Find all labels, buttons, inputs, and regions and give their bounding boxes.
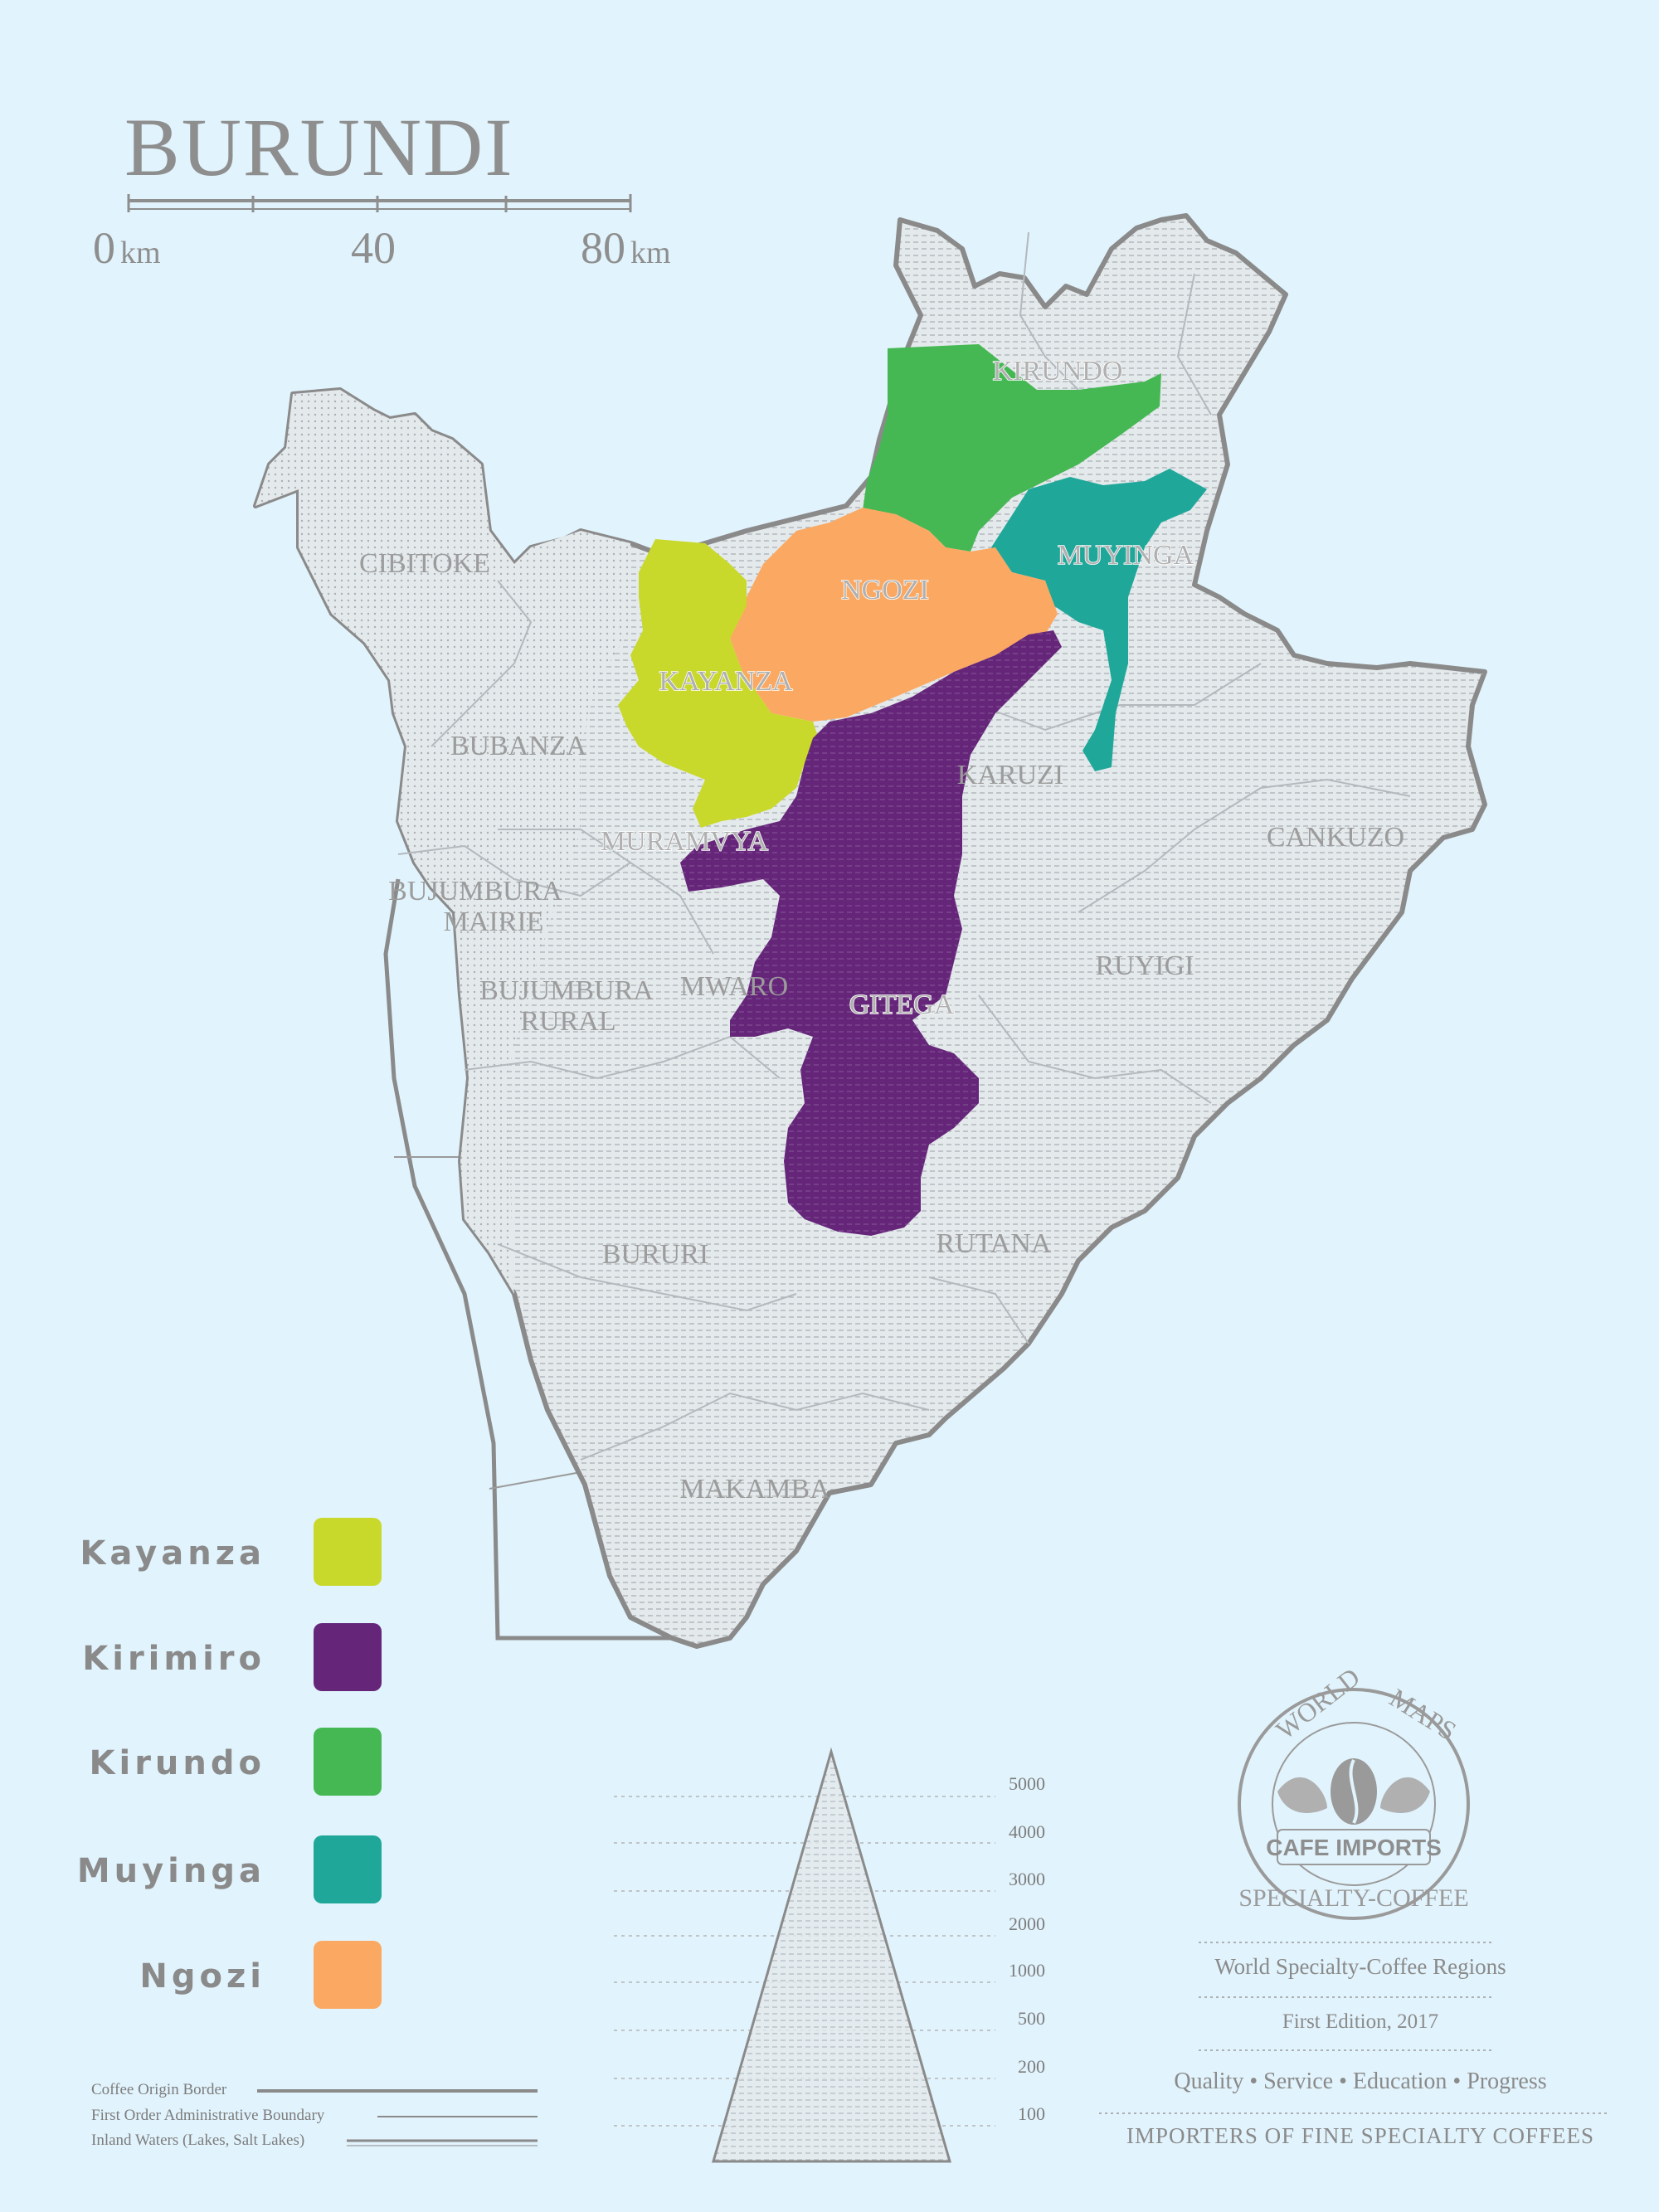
region-muyinga	[991, 469, 1207, 771]
legend-swatch	[314, 1728, 382, 1796]
scale-bar	[127, 194, 632, 212]
label-rutana: RUTANA	[937, 1228, 1052, 1259]
elevation-label: 4000	[1009, 1821, 1045, 1842]
western-lowlands	[255, 390, 630, 1294]
info-dividers	[1099, 1942, 1609, 2114]
label-bujumbura-mairie-1: BUJUMBURA	[388, 876, 562, 907]
admin-boundaries	[397, 231, 1411, 1461]
label-muyinga: MUYINGA	[1058, 540, 1194, 571]
province-labels: CIBITOKE BUBANZA BUJUMBURA MAIRIE BUJUMB…	[359, 548, 1404, 1505]
highlighted-labels: KIRUNDO MUYINGA NGOZI KAYANZA MURAMVYA G…	[600, 355, 1194, 1021]
svg-text:SPECIALTY-COFFEE: SPECIALTY-COFFEE	[1238, 1884, 1468, 1912]
region-ngozi	[730, 508, 1058, 722]
legend-item-ngozi: Ngozi	[83, 1941, 382, 2015]
legend-swatch	[314, 1518, 382, 1586]
key-admin-boundary: First Order Administrative Boundary	[91, 2107, 325, 2124]
map-title: BURUNDI	[124, 101, 514, 193]
info-values: Quality • Service • Education • Progress	[1174, 2069, 1547, 2094]
legend-label: Kayanza	[80, 1534, 265, 1573]
legend-swatch	[314, 1941, 382, 2009]
svg-text:CAFE IMPORTS: CAFE IMPORTS	[1266, 1835, 1442, 1860]
label-cankuzo: CANKUZO	[1267, 822, 1404, 853]
info-tagline: IMPORTERS OF FINE SPECIALTY COFFEES	[1126, 2123, 1594, 2148]
region-kirimiro-texture	[680, 630, 1062, 1236]
label-makamba: MAKAMBA	[679, 1474, 830, 1505]
legend-swatch	[314, 1835, 382, 1903]
label-kayanza: KAYANZA	[659, 666, 793, 697]
elevation-label: 200	[1018, 2056, 1045, 2077]
scale-label-40: 40	[351, 223, 396, 273]
elevation-label: 500	[1018, 2008, 1045, 2029]
label-muramvya: MURAMVYA	[601, 826, 769, 857]
elevation-cone	[614, 1747, 995, 2163]
legend-item-muyinga: Muyinga	[77, 1835, 382, 1910]
region-kayanza	[618, 539, 821, 828]
info-regions: World Specialty-Coffee Regions	[1214, 1954, 1506, 1979]
legend-label: Kirundo	[89, 1744, 265, 1782]
label-bujumbura-rural-2: RURAL	[520, 1006, 615, 1037]
scale-label-80: 80 km	[581, 223, 671, 273]
lake-line	[394, 1156, 581, 1490]
svg-text:MAPS: MAPS	[1384, 1682, 1462, 1746]
legend-item-kirundo: Kirundo	[83, 1728, 382, 1802]
info-edition: First Edition, 2017	[1282, 2010, 1439, 2033]
label-ngozi: NGOZI	[841, 575, 929, 605]
elevation-label: 5000	[1009, 1773, 1045, 1794]
elevation-label: 1000	[1009, 1960, 1045, 1981]
key-inland-waters: Inland Waters (Lakes, Salt Lakes)	[91, 2132, 305, 2149]
key-coffee-origin-border: Coffee Origin Border	[91, 2081, 227, 2098]
label-gitega: GITEGA	[849, 989, 955, 1020]
elevation-label: 100	[1018, 2103, 1045, 2124]
svg-text:WORLD: WORLD	[1270, 1662, 1365, 1746]
label-bubanza: BUBANZA	[450, 731, 587, 761]
label-ruyigi: RUYIGI	[1096, 950, 1194, 981]
label-bururi: BURURI	[602, 1239, 708, 1270]
label-kirundo: KIRUNDO	[993, 356, 1123, 386]
legend-item-kirimiro: Kirimiro	[82, 1623, 382, 1698]
label-bujumbura-mairie-2: MAIRIE	[444, 907, 544, 937]
legend-item-kayanza: Kayanza	[80, 1518, 382, 1592]
scale-label-0: 0 km	[93, 223, 161, 273]
legend-label: Kirimiro	[82, 1640, 265, 1678]
legend-swatch	[314, 1623, 382, 1691]
elevation-label: 2000	[1009, 1913, 1045, 1934]
map-key-lines	[257, 2089, 538, 2146]
legend-label: Ngozi	[139, 1957, 265, 1996]
elevation-label: 3000	[1009, 1869, 1045, 1889]
lake-tanganyika-outline	[383, 878, 679, 1641]
label-karuzi: KARUZI	[957, 760, 1063, 790]
legend-label: Muyinga	[76, 1852, 265, 1890]
label-cibitoke: CIBITOKE	[359, 548, 490, 579]
region-kirundo	[863, 344, 1161, 552]
label-mwaro: MWARO	[680, 971, 788, 1002]
label-bujumbura-rural-1: BUJUMBURA	[479, 975, 654, 1006]
cafe-imports-logo: CAFE IMPORTS WORLD MAPS SPECIALTY-COFFEE	[1238, 1662, 1470, 1920]
